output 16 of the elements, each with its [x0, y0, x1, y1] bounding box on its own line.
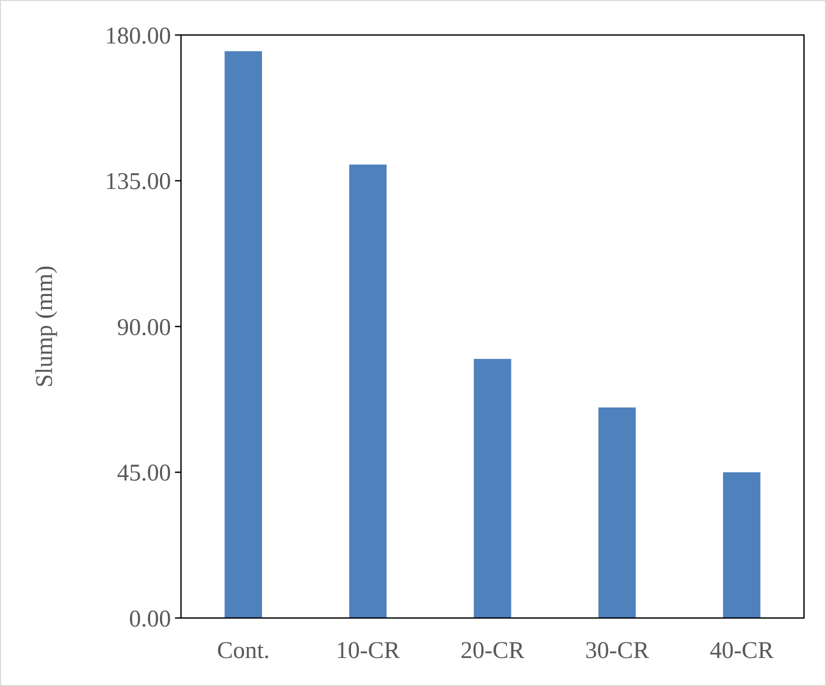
y-tick-label: 0.00 [129, 606, 171, 632]
x-tick-label: 40-CR [710, 638, 774, 664]
y-axis-title: Slump (mm) [32, 265, 58, 388]
bar [349, 164, 387, 618]
y-tick-label: 180.00 [105, 23, 171, 50]
bar [598, 407, 636, 618]
x-tick-label: 30-CR [585, 638, 650, 664]
y-tick-label: 45.00 [117, 460, 171, 487]
x-tick-label: 20-CR [460, 638, 525, 664]
y-tick-label: 135.00 [105, 169, 171, 196]
y-tick-label: 90.00 [117, 314, 171, 341]
bar [723, 472, 760, 618]
bar [474, 358, 512, 618]
x-tick-label: 10-CR [336, 638, 400, 664]
bar [224, 51, 262, 618]
x-tick-label: Cont. [216, 638, 270, 664]
